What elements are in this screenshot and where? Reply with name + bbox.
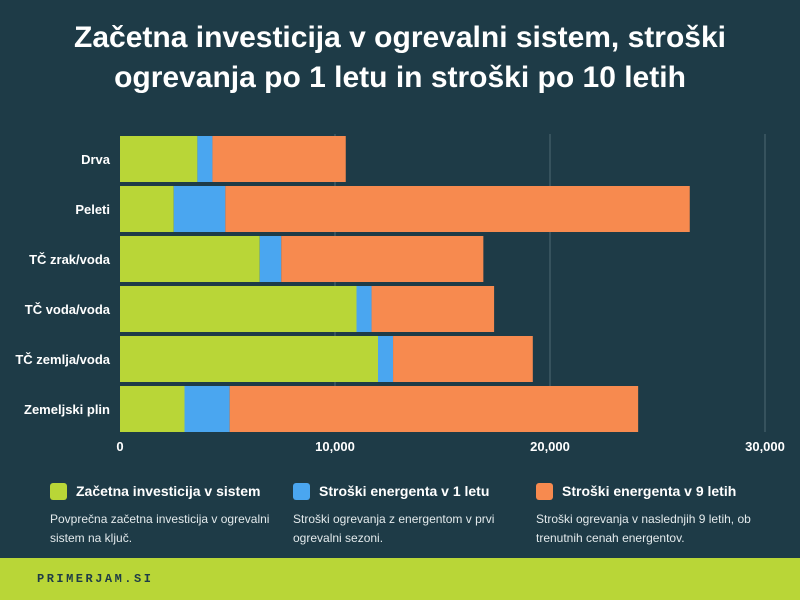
bar-year1-1: [173, 186, 226, 232]
bar-year1-2: [259, 236, 282, 282]
legend-description-investment: Povprečna začetna investicija v ogrevaln…: [50, 512, 270, 545]
bar-year9-0: [212, 136, 346, 182]
legend-swatch-year9: [536, 482, 553, 500]
x-tick-label-1: 10,000: [315, 439, 355, 454]
legend-description-year1: Stroški ogrevanja z energentom v prvi og…: [293, 512, 495, 545]
x-tick-label-0: 0: [116, 439, 123, 454]
legend-description-year9: Stroški ogrevanja v naslednjih 9 letih, …: [536, 512, 751, 545]
bar-year9-3: [371, 286, 495, 332]
category-label-1: Peleti: [75, 202, 110, 217]
chart-title-line-2: ogrevanja po 1 letu in stroški po 10 let…: [114, 61, 686, 94]
legend: Začetna investicija v sistem Povprečna z…: [0, 478, 800, 558]
stacked-bar-chart: Drva Peleti TČ zrak/voda TČ voda/voda TČ zem…: [15, 134, 785, 454]
bar-year9-2: [281, 236, 484, 282]
x-tick-label-3: 30,000: [745, 439, 785, 454]
bar-year9-4: [393, 336, 533, 382]
category-label-4: TČ zemlja/voda: [15, 352, 110, 367]
category-label-3: TČ voda/voda: [25, 302, 111, 317]
category-label-0: Drva: [81, 152, 111, 167]
chart-title: Začetna investicija v ogrevalni sistem, …: [0, 18, 800, 98]
bar-year1-0: [197, 136, 213, 182]
chart-title-line-1: Začetna investicija v ogrevalni sistem, …: [74, 21, 726, 54]
legend-swatch-year1: [293, 482, 310, 500]
bar-investment-1: [120, 186, 174, 232]
category-label-2: TČ zrak/voda: [29, 252, 111, 267]
footer-bar: PRIMERJAM.SI: [0, 558, 800, 600]
bar-investment-0: [120, 136, 198, 182]
bar-year1-5: [184, 386, 230, 432]
bar-investment-2: [120, 236, 260, 282]
bar-year1-4: [378, 336, 394, 382]
legend-label-year1: Stroški energenta v 1 letu: [319, 483, 490, 499]
legend-swatch-investment: [50, 482, 67, 500]
category-label-5: Zemeljski plin: [24, 402, 110, 417]
bar-year9-5: [229, 386, 639, 432]
bar-investment-5: [120, 386, 185, 432]
legend-label-year9: Stroški energenta v 9 letih: [562, 483, 737, 499]
bar-investment-4: [120, 336, 378, 382]
legend-label-investment: Začetna investicija v sistem: [76, 483, 261, 499]
brand-logo-text[interactable]: PRIMERJAM.SI: [37, 572, 154, 586]
bar-investment-3: [120, 286, 357, 332]
bar-year1-3: [356, 286, 372, 332]
x-tick-label-2: 20,000: [530, 439, 570, 454]
bar-year9-1: [225, 186, 690, 232]
legend-item-year1: Stroški energenta v 1 letu Stroški ogrev…: [293, 478, 533, 548]
legend-item-investment: Začetna investicija v sistem Povprečna z…: [50, 478, 290, 548]
legend-item-year9: Stroški energenta v 9 letih Stroški ogre…: [536, 478, 776, 548]
